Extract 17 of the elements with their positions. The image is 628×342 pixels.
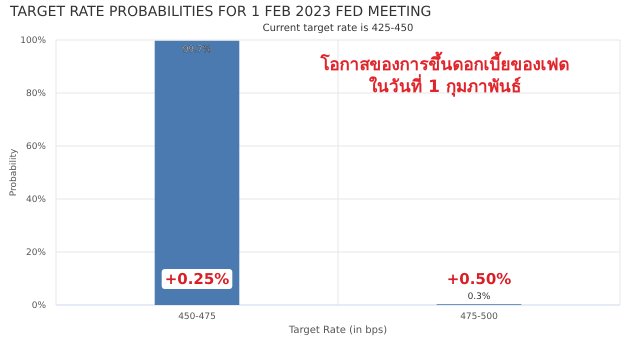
annotation: +0.25%	[164, 270, 230, 288]
chart-subtitle: Current target rate is 425-450	[262, 23, 414, 34]
x-tick-label: 475-500	[460, 312, 498, 322]
y-tick-label: 80%	[26, 89, 46, 99]
chart-title: TARGET RATE PROBABILITIES FOR 1 FEB 2023 FED MEETING	[9, 4, 432, 20]
y-tick-label: 60%	[26, 142, 46, 152]
x-axis-title: Target Rate (in bps)	[288, 325, 388, 336]
annotation: +0.50%	[446, 270, 512, 288]
annotation: โอกาสของการขึ้นดอกเบี้ยของเฟด ในวันที่ 1 กุมภาพันธ์	[320, 51, 570, 97]
x-tick-label: 450-475	[178, 312, 216, 322]
data-label: 0.3%	[468, 292, 491, 302]
y-tick-label: 40%	[26, 195, 46, 205]
y-tick-label: 100%	[20, 36, 46, 46]
data-label: 99.7%	[182, 44, 212, 55]
y-tick-label: 20%	[26, 248, 46, 258]
y-tick-label: 0%	[32, 301, 46, 311]
y-axis-title: Probability	[9, 148, 19, 196]
